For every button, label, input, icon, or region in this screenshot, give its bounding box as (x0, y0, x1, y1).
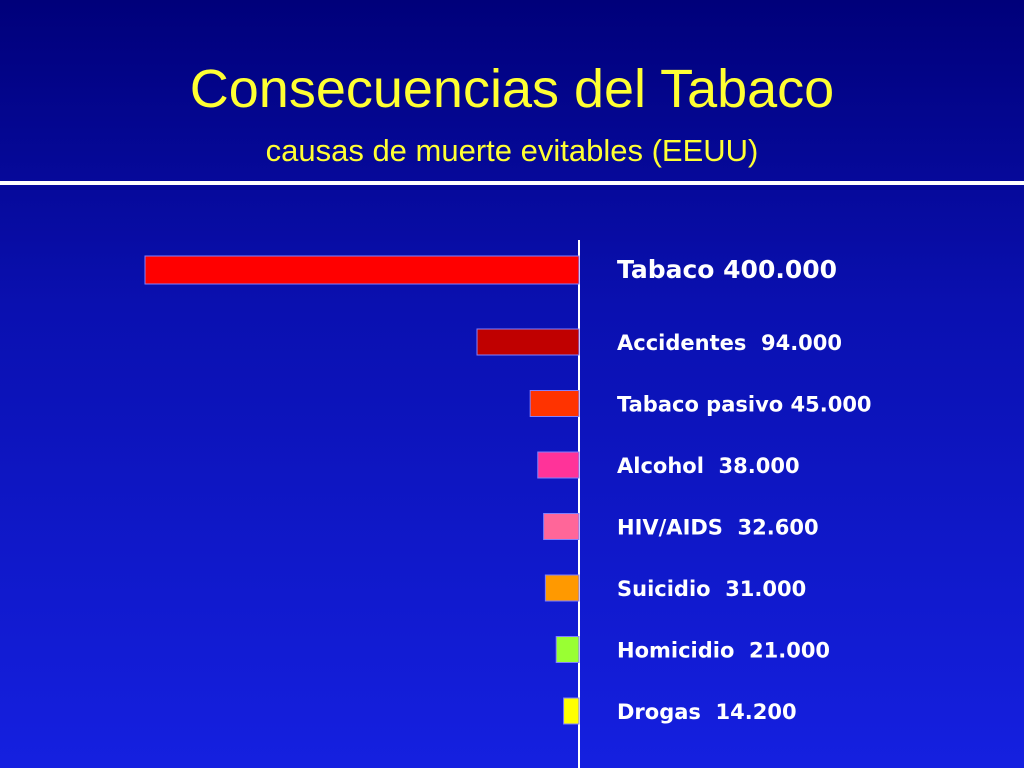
slide-subtitle: causas de muerte evitables (EEUU) (265, 133, 759, 168)
bar-suicidio (544, 574, 580, 602)
bar-label-drogas: Drogas 14.200 (617, 700, 797, 724)
bar-tabaco (144, 255, 580, 285)
bar-hiv-aids (543, 513, 580, 540)
slide-title: Consecuencias del Tabaco (189, 59, 835, 119)
bar-label-hiv-aids: HIV/AIDS 32.600 (617, 516, 819, 540)
bar-label-alcohol: Alcohol 38.000 (617, 454, 800, 478)
bar-drogas (563, 697, 580, 725)
bar-label-tabaco-pasivo: Tabaco pasivo 45.000 (617, 393, 872, 417)
bar-label-suicidio: Suicidio 31.000 (617, 577, 806, 601)
bar-accidentes (476, 328, 580, 356)
bar-homicidio (555, 636, 580, 663)
bar-tabaco-pasivo (529, 390, 580, 417)
bar-alcohol (537, 451, 580, 479)
bar-label-tabaco: Tabaco 400.000 (617, 255, 837, 284)
bar-label-homicidio: Homicidio 21.000 (617, 639, 830, 663)
title-divider (0, 181, 1024, 185)
bar-label-accidentes: Accidentes 94.000 (617, 331, 842, 355)
